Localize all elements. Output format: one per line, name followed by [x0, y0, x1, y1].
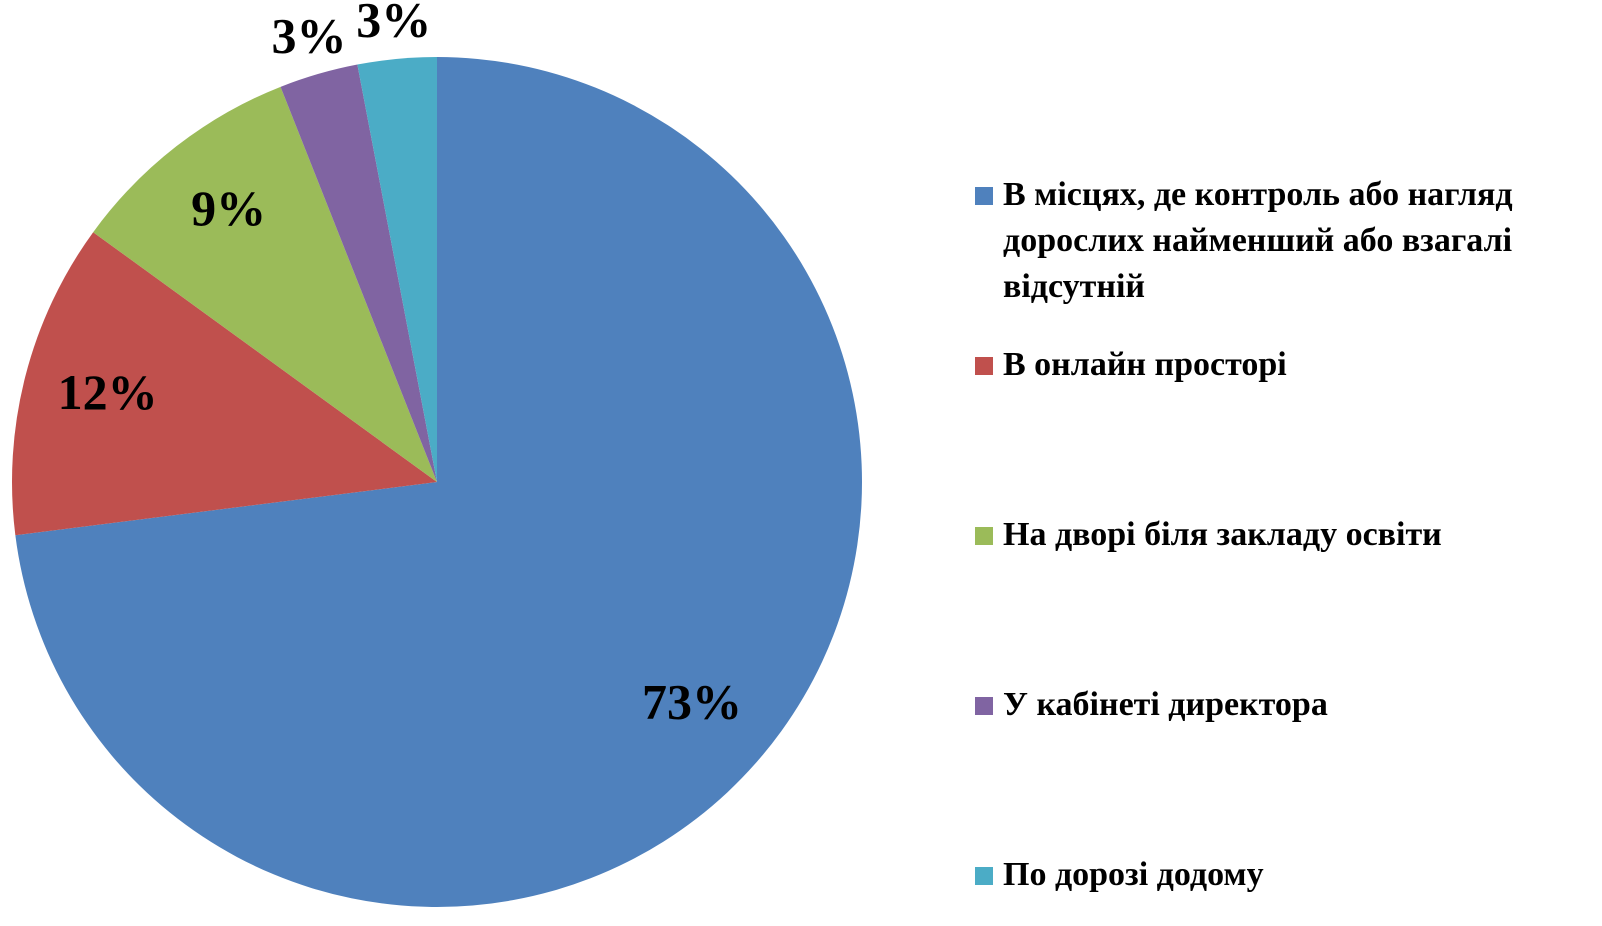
pie-slice: [357, 57, 437, 482]
data-label: 3%: [271, 8, 346, 64]
pie-slice: [15, 57, 862, 907]
legend-label: В місцях, де контроль або нагляд доросли…: [1003, 176, 1513, 305]
legend-label: По дорозі додому: [1003, 856, 1264, 893]
legend-label: У кабінеті директора: [1003, 686, 1328, 723]
legend-swatch: [975, 357, 993, 375]
legend-label: В онлайн просторі: [1003, 346, 1287, 383]
chart: 73% 12% 9% 3% 3%: [12, 0, 862, 907]
legend-item: По дорозі додому: [975, 852, 1555, 898]
legend-swatch: [975, 867, 993, 885]
pie-slice: [93, 86, 437, 482]
legend-swatch: [975, 527, 993, 545]
legend-item: На дворі біля закладу освіти: [975, 512, 1555, 558]
pie-slice: [280, 64, 437, 482]
legend-item: В місцях, де контроль або нагляд доросли…: [975, 172, 1555, 310]
pie-slice: [12, 232, 438, 536]
data-label: 9%: [191, 180, 266, 236]
data-label: 12%: [58, 364, 158, 420]
data-label: 3%: [356, 0, 431, 48]
legend-item: У кабінеті директора: [975, 682, 1555, 728]
data-label: 73%: [642, 673, 742, 729]
legend-swatch: [975, 697, 993, 715]
legend-swatch: [975, 187, 993, 205]
legend-label: На дворі біля закладу освіти: [1003, 516, 1442, 553]
legend-item: В онлайн просторі: [975, 342, 1555, 388]
